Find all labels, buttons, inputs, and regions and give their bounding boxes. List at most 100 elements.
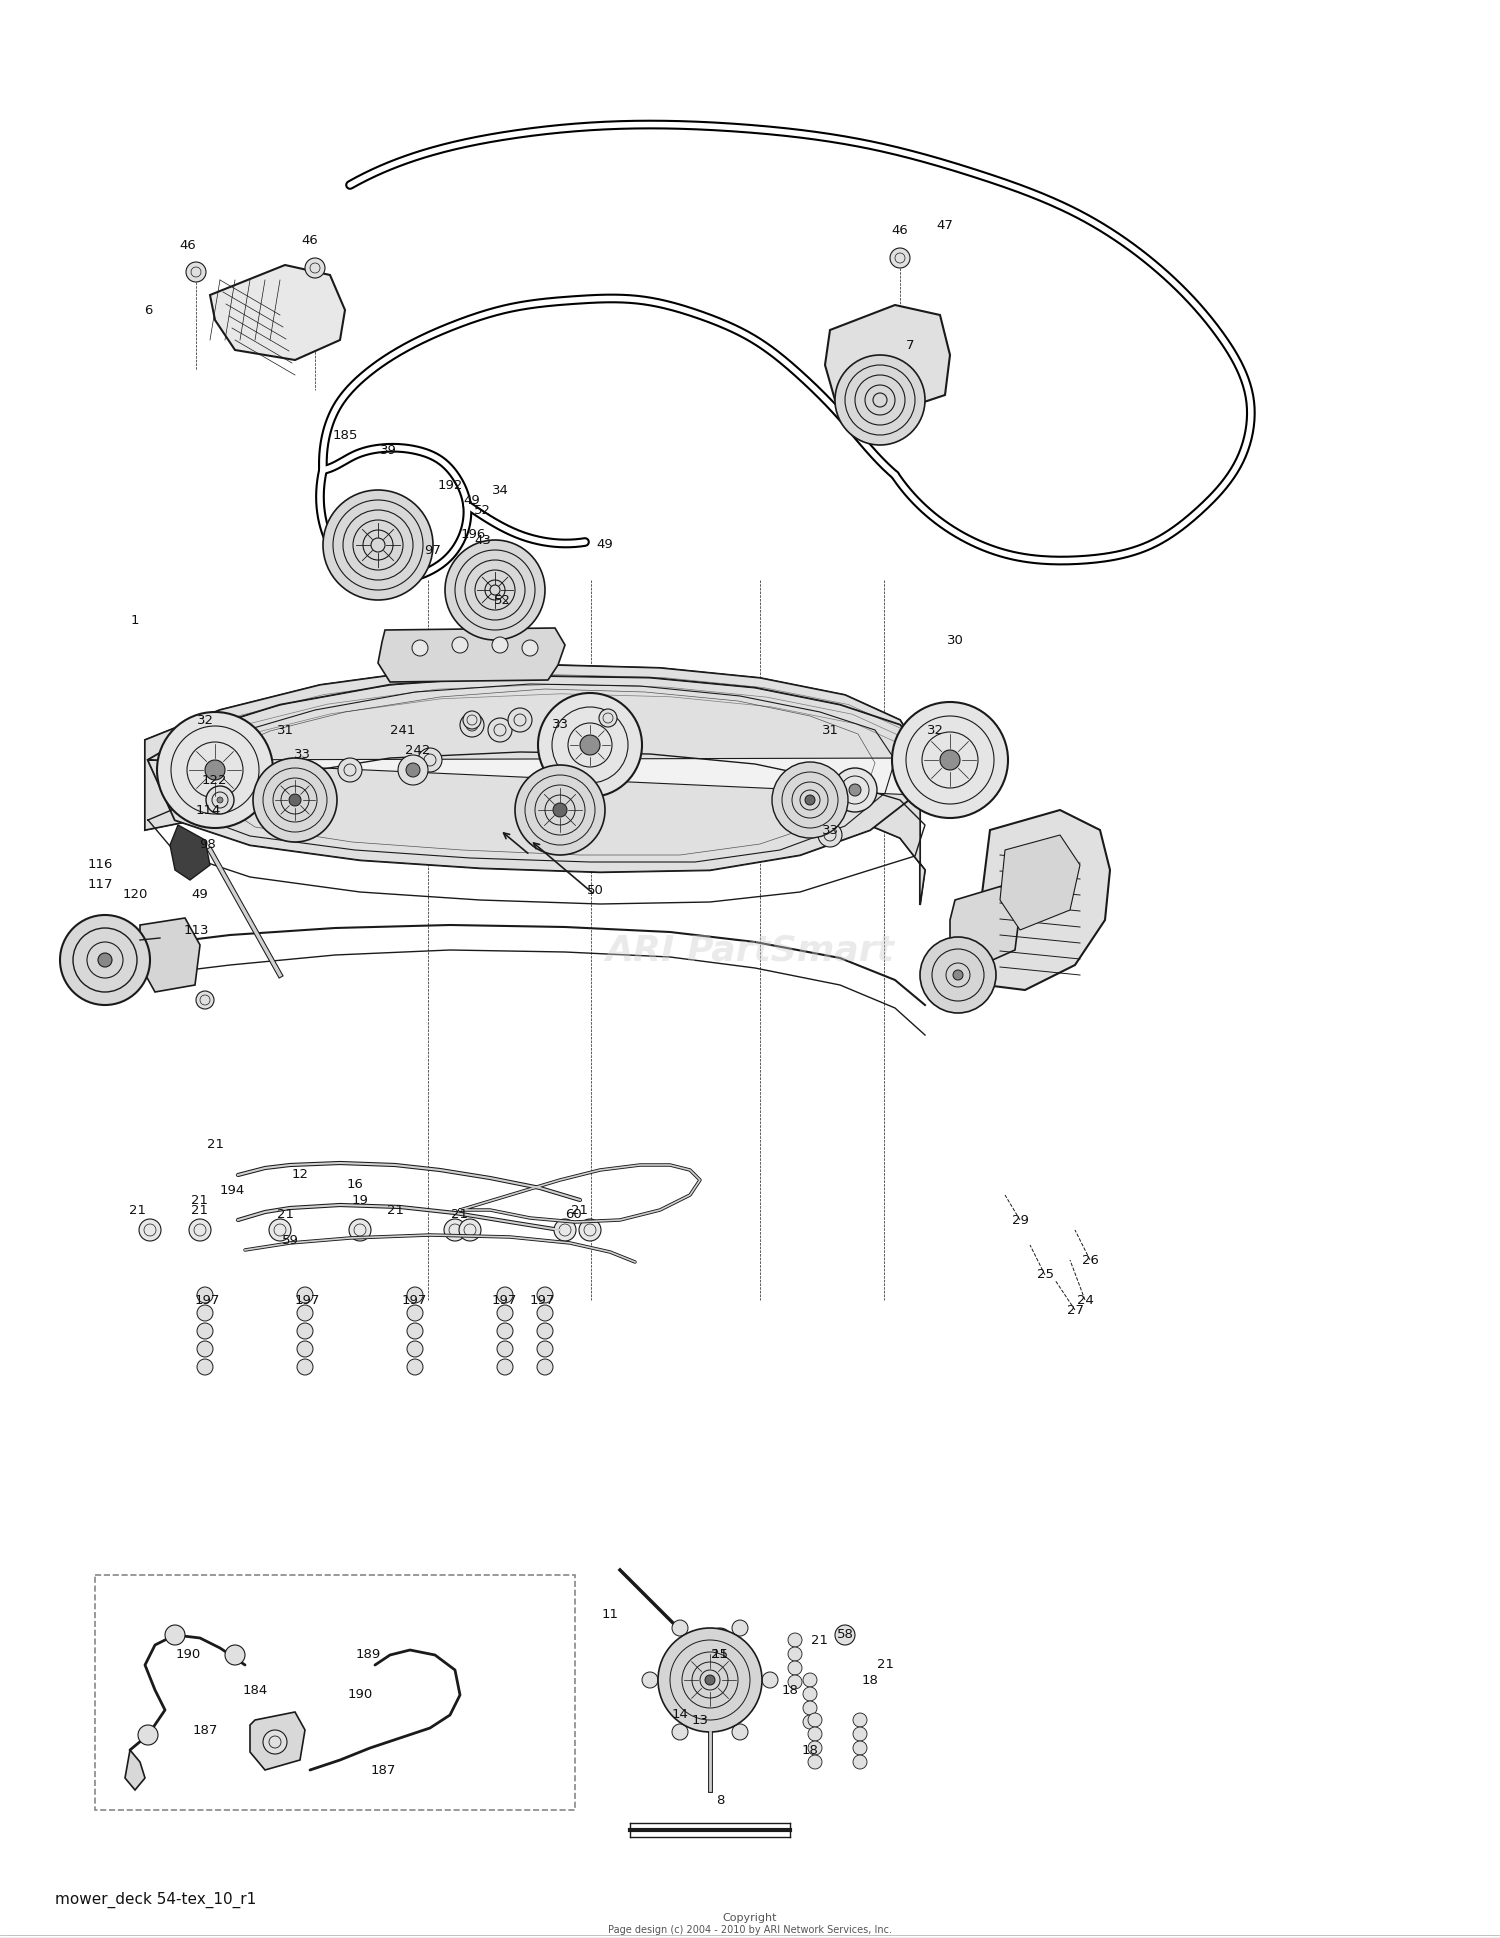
Polygon shape xyxy=(975,810,1110,990)
Circle shape xyxy=(538,694,642,797)
Circle shape xyxy=(808,1756,822,1769)
Text: 241: 241 xyxy=(390,723,416,736)
Circle shape xyxy=(496,1287,513,1302)
Circle shape xyxy=(808,1713,822,1727)
Text: 19: 19 xyxy=(351,1194,369,1207)
Circle shape xyxy=(522,640,538,655)
Polygon shape xyxy=(825,304,950,415)
Text: 43: 43 xyxy=(474,533,492,547)
Circle shape xyxy=(406,1341,423,1357)
Text: 196: 196 xyxy=(460,529,486,541)
Text: 120: 120 xyxy=(123,888,147,901)
Circle shape xyxy=(802,1672,818,1686)
Text: 21: 21 xyxy=(572,1203,588,1217)
Circle shape xyxy=(537,1341,554,1357)
Circle shape xyxy=(554,802,567,818)
Circle shape xyxy=(297,1341,314,1357)
Text: 97: 97 xyxy=(424,543,441,556)
Text: 31: 31 xyxy=(276,723,294,736)
Circle shape xyxy=(496,1341,513,1357)
Circle shape xyxy=(788,1647,802,1661)
Text: 25: 25 xyxy=(1036,1269,1053,1281)
Circle shape xyxy=(672,1725,688,1740)
Text: 185: 185 xyxy=(333,428,357,442)
Circle shape xyxy=(920,936,996,1014)
Text: 197: 197 xyxy=(530,1293,555,1306)
Circle shape xyxy=(406,1287,423,1302)
Text: 117: 117 xyxy=(87,878,112,891)
Text: Page design (c) 2004 - 2010 by ARI Network Services, Inc.: Page design (c) 2004 - 2010 by ARI Netwo… xyxy=(608,1924,892,1934)
Circle shape xyxy=(165,1624,184,1645)
Text: 58: 58 xyxy=(837,1628,854,1641)
Circle shape xyxy=(537,1287,554,1302)
Circle shape xyxy=(406,1324,423,1339)
Text: 189: 189 xyxy=(356,1649,381,1661)
Text: 15: 15 xyxy=(711,1649,729,1661)
Circle shape xyxy=(338,758,362,783)
Text: 21: 21 xyxy=(207,1138,224,1151)
Polygon shape xyxy=(170,826,210,880)
Circle shape xyxy=(189,1219,211,1240)
Circle shape xyxy=(322,490,434,601)
Circle shape xyxy=(446,541,544,640)
Circle shape xyxy=(297,1304,314,1322)
Text: 197: 197 xyxy=(492,1293,516,1306)
Polygon shape xyxy=(148,676,926,872)
Text: 47: 47 xyxy=(936,219,954,231)
Text: 21: 21 xyxy=(192,1194,208,1207)
Circle shape xyxy=(890,248,910,267)
Text: 21: 21 xyxy=(452,1209,468,1221)
Circle shape xyxy=(290,795,302,806)
Text: 50: 50 xyxy=(586,884,603,897)
Text: 21: 21 xyxy=(711,1649,729,1661)
Circle shape xyxy=(514,766,604,855)
Text: 49: 49 xyxy=(597,539,613,552)
Text: 8: 8 xyxy=(716,1793,724,1806)
Circle shape xyxy=(598,709,616,727)
Circle shape xyxy=(818,824,842,847)
Text: 52: 52 xyxy=(474,504,490,517)
Circle shape xyxy=(596,707,619,733)
Text: 1: 1 xyxy=(130,614,140,626)
Circle shape xyxy=(196,990,214,1010)
Circle shape xyxy=(772,762,847,837)
Text: 187: 187 xyxy=(370,1764,396,1777)
Text: 33: 33 xyxy=(552,719,568,731)
Circle shape xyxy=(196,1359,213,1374)
Circle shape xyxy=(537,1324,554,1339)
Circle shape xyxy=(509,707,532,733)
Text: 187: 187 xyxy=(192,1723,217,1736)
Circle shape xyxy=(196,1304,213,1322)
Text: 7: 7 xyxy=(906,339,914,351)
Text: 60: 60 xyxy=(564,1209,582,1221)
Circle shape xyxy=(444,1219,466,1240)
Circle shape xyxy=(158,711,273,828)
Text: 33: 33 xyxy=(822,824,839,837)
Text: 192: 192 xyxy=(438,479,462,492)
Circle shape xyxy=(808,1727,822,1740)
Circle shape xyxy=(658,1628,762,1733)
Circle shape xyxy=(537,1359,554,1374)
Text: 46: 46 xyxy=(302,233,318,246)
Circle shape xyxy=(206,787,234,814)
Text: 39: 39 xyxy=(380,444,396,457)
Text: 113: 113 xyxy=(183,924,209,936)
Circle shape xyxy=(273,767,316,812)
Text: 11: 11 xyxy=(602,1609,618,1622)
Text: 6: 6 xyxy=(144,304,152,316)
Circle shape xyxy=(836,355,926,446)
Circle shape xyxy=(196,1287,213,1302)
Text: 21: 21 xyxy=(812,1634,828,1647)
Circle shape xyxy=(802,1686,818,1702)
Text: mower_deck 54-tex_10_r1: mower_deck 54-tex_10_r1 xyxy=(56,1891,256,1909)
Circle shape xyxy=(268,1219,291,1240)
Text: 18: 18 xyxy=(861,1674,879,1686)
Polygon shape xyxy=(378,628,566,682)
Text: 122: 122 xyxy=(201,773,226,787)
Polygon shape xyxy=(124,1750,146,1791)
Polygon shape xyxy=(251,1711,305,1769)
Circle shape xyxy=(554,1219,576,1240)
Polygon shape xyxy=(210,266,345,360)
Text: 16: 16 xyxy=(346,1178,363,1192)
Circle shape xyxy=(464,711,482,729)
